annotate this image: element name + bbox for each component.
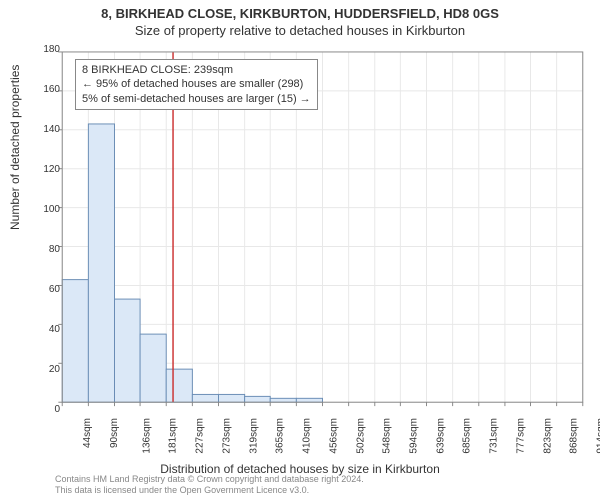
- xtick-label: 502sqm: [355, 418, 366, 454]
- annotation-line3: 5% of semi-detached houses are larger (1…: [82, 92, 311, 106]
- y-axis-label: Number of detached properties: [8, 65, 22, 230]
- ytick-label: 0: [30, 404, 60, 415]
- xtick-label: 365sqm: [275, 418, 286, 454]
- ytick-label: 120: [30, 164, 60, 175]
- xtick-label: 685sqm: [462, 418, 473, 454]
- annotation-line1: 8 BIRKHEAD CLOSE: 239sqm: [82, 63, 311, 77]
- ytick-label: 160: [30, 84, 60, 95]
- xtick-label: 731sqm: [489, 418, 500, 454]
- xtick-label: 548sqm: [382, 418, 393, 454]
- ytick-label: 40: [30, 324, 60, 335]
- xtick-label: 44sqm: [82, 418, 93, 448]
- annotation-line2: ← 95% of detached houses are smaller (29…: [82, 77, 311, 91]
- ytick-label: 60: [30, 284, 60, 295]
- xtick-label: 136sqm: [141, 418, 152, 454]
- xtick-label: 639sqm: [435, 418, 446, 454]
- attribution: Contains HM Land Registry data © Crown c…: [55, 474, 364, 496]
- ytick-label: 20: [30, 364, 60, 375]
- xtick-label: 273sqm: [221, 418, 232, 454]
- ytick-label: 180: [30, 44, 60, 55]
- xtick-label: 90sqm: [109, 418, 120, 448]
- attribution-line1: Contains HM Land Registry data © Crown c…: [55, 474, 364, 485]
- annotation-box: 8 BIRKHEAD CLOSE: 239sqm ← 95% of detach…: [75, 59, 318, 110]
- xtick-label: 181sqm: [168, 418, 179, 454]
- chart-title-main: 8, BIRKHEAD CLOSE, KIRKBURTON, HUDDERSFI…: [0, 0, 600, 21]
- ytick-label: 140: [30, 124, 60, 135]
- xtick-label: 410sqm: [301, 418, 312, 454]
- xtick-label: 777sqm: [516, 418, 527, 454]
- xtick-label: 456sqm: [328, 418, 339, 454]
- xtick-label: 823sqm: [543, 418, 554, 454]
- xtick-label: 914sqm: [596, 418, 600, 454]
- ytick-label: 100: [30, 204, 60, 215]
- xtick-label: 594sqm: [409, 418, 420, 454]
- chart-title-sub: Size of property relative to detached ho…: [0, 21, 600, 38]
- attribution-line2: This data is licensed under the Open Gov…: [55, 485, 364, 496]
- ytick-label: 80: [30, 244, 60, 255]
- xtick-label: 868sqm: [569, 418, 580, 454]
- xtick-label: 319sqm: [248, 418, 259, 454]
- xtick-label: 227sqm: [194, 418, 205, 454]
